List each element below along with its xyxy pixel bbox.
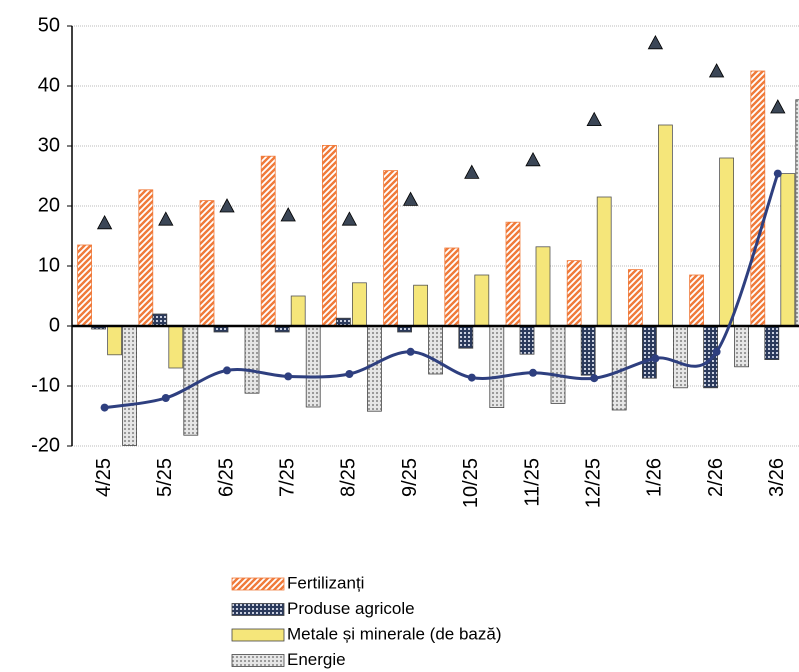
legend-label: Produse agricole	[287, 599, 415, 618]
triangle-marker	[647, 34, 664, 50]
legend-label: Energie	[287, 650, 346, 669]
x-tick-label: 7/25	[276, 458, 298, 497]
x-tick-label: 8/25	[338, 458, 360, 497]
y-tick-label: -20	[31, 434, 60, 456]
bar	[290, 295, 306, 327]
x-tick-label: 6/25	[215, 458, 237, 497]
bar	[199, 200, 215, 327]
y-tick-label: -10	[31, 374, 60, 396]
line-point	[100, 403, 109, 412]
bar	[596, 196, 612, 327]
y-tick-label: 40	[38, 74, 60, 96]
bar	[734, 325, 749, 368]
bar	[122, 325, 137, 446]
bar	[413, 284, 429, 327]
x-tick-label: 1/26	[644, 458, 666, 497]
bar	[580, 325, 596, 376]
triangle-marker	[158, 211, 174, 226]
bar	[366, 325, 382, 412]
bar	[764, 325, 780, 360]
bar	[642, 325, 657, 379]
triangle-marker	[280, 207, 296, 222]
line-point	[651, 354, 660, 363]
y-tick-label: 30	[38, 134, 60, 156]
y-tick-label: 20	[38, 194, 60, 216]
line-point	[284, 372, 293, 381]
line-point	[223, 366, 231, 375]
y-tick-label: 10	[38, 254, 60, 276]
legend-swatch	[231, 654, 285, 667]
bar	[428, 325, 444, 375]
bar	[719, 157, 734, 327]
x-tick-label: 4/25	[93, 458, 115, 497]
bar	[444, 247, 460, 327]
line-point	[345, 370, 354, 378]
bar	[152, 313, 168, 327]
line-point	[773, 169, 782, 178]
line-point	[467, 373, 476, 382]
bar	[383, 170, 399, 327]
legend-label: Metale și minerale (de bază)	[287, 624, 501, 643]
bar	[168, 325, 184, 369]
bar	[566, 260, 582, 327]
bar	[703, 325, 718, 389]
bar	[183, 325, 199, 436]
bar	[305, 325, 321, 408]
bar	[750, 70, 766, 327]
line-point	[161, 394, 170, 402]
bar	[519, 325, 535, 355]
legend-swatch	[231, 603, 285, 616]
line-point	[712, 347, 721, 356]
line-point	[406, 347, 415, 356]
bar	[351, 282, 367, 327]
bar	[780, 173, 796, 327]
bar	[244, 325, 260, 394]
bar	[628, 269, 643, 327]
triangle-marker	[402, 191, 419, 206]
legend-swatch	[231, 577, 285, 591]
bar	[535, 246, 551, 327]
triangle-marker	[770, 99, 786, 114]
bar	[458, 325, 474, 349]
triangle-marker	[525, 151, 541, 167]
x-tick-label: 10/25	[460, 458, 482, 508]
triangle-marker	[219, 198, 235, 213]
line-point	[529, 368, 537, 377]
bar	[260, 155, 276, 327]
legend-swatch	[231, 628, 285, 642]
bar	[550, 325, 566, 404]
bar	[795, 99, 799, 327]
triangle-marker	[708, 63, 725, 78]
y-tick-label: 50	[38, 14, 60, 36]
x-tick-label: 5/25	[154, 458, 176, 497]
bar	[138, 189, 154, 327]
legend-label: Fertilizanți	[287, 573, 364, 592]
bar	[658, 124, 673, 327]
x-tick-label: 9/25	[399, 458, 421, 497]
bar	[673, 325, 688, 389]
bar	[474, 274, 490, 327]
bar	[321, 144, 337, 327]
triangle-marker	[464, 164, 480, 179]
x-tick-label: 12/25	[582, 458, 604, 508]
line-point	[590, 374, 599, 383]
bar	[77, 244, 92, 327]
bar	[107, 325, 122, 356]
y-tick-label: 0	[49, 314, 60, 336]
triangle-marker	[586, 111, 602, 126]
x-tick-label: 3/26	[766, 458, 788, 497]
triangle-marker	[96, 214, 113, 230]
x-tick-label: 2/26	[705, 458, 727, 497]
x-tick-label: 11/25	[521, 458, 543, 507]
bar	[689, 274, 704, 327]
bar	[489, 325, 505, 408]
bar	[505, 221, 521, 327]
triangle-marker	[341, 211, 358, 226]
